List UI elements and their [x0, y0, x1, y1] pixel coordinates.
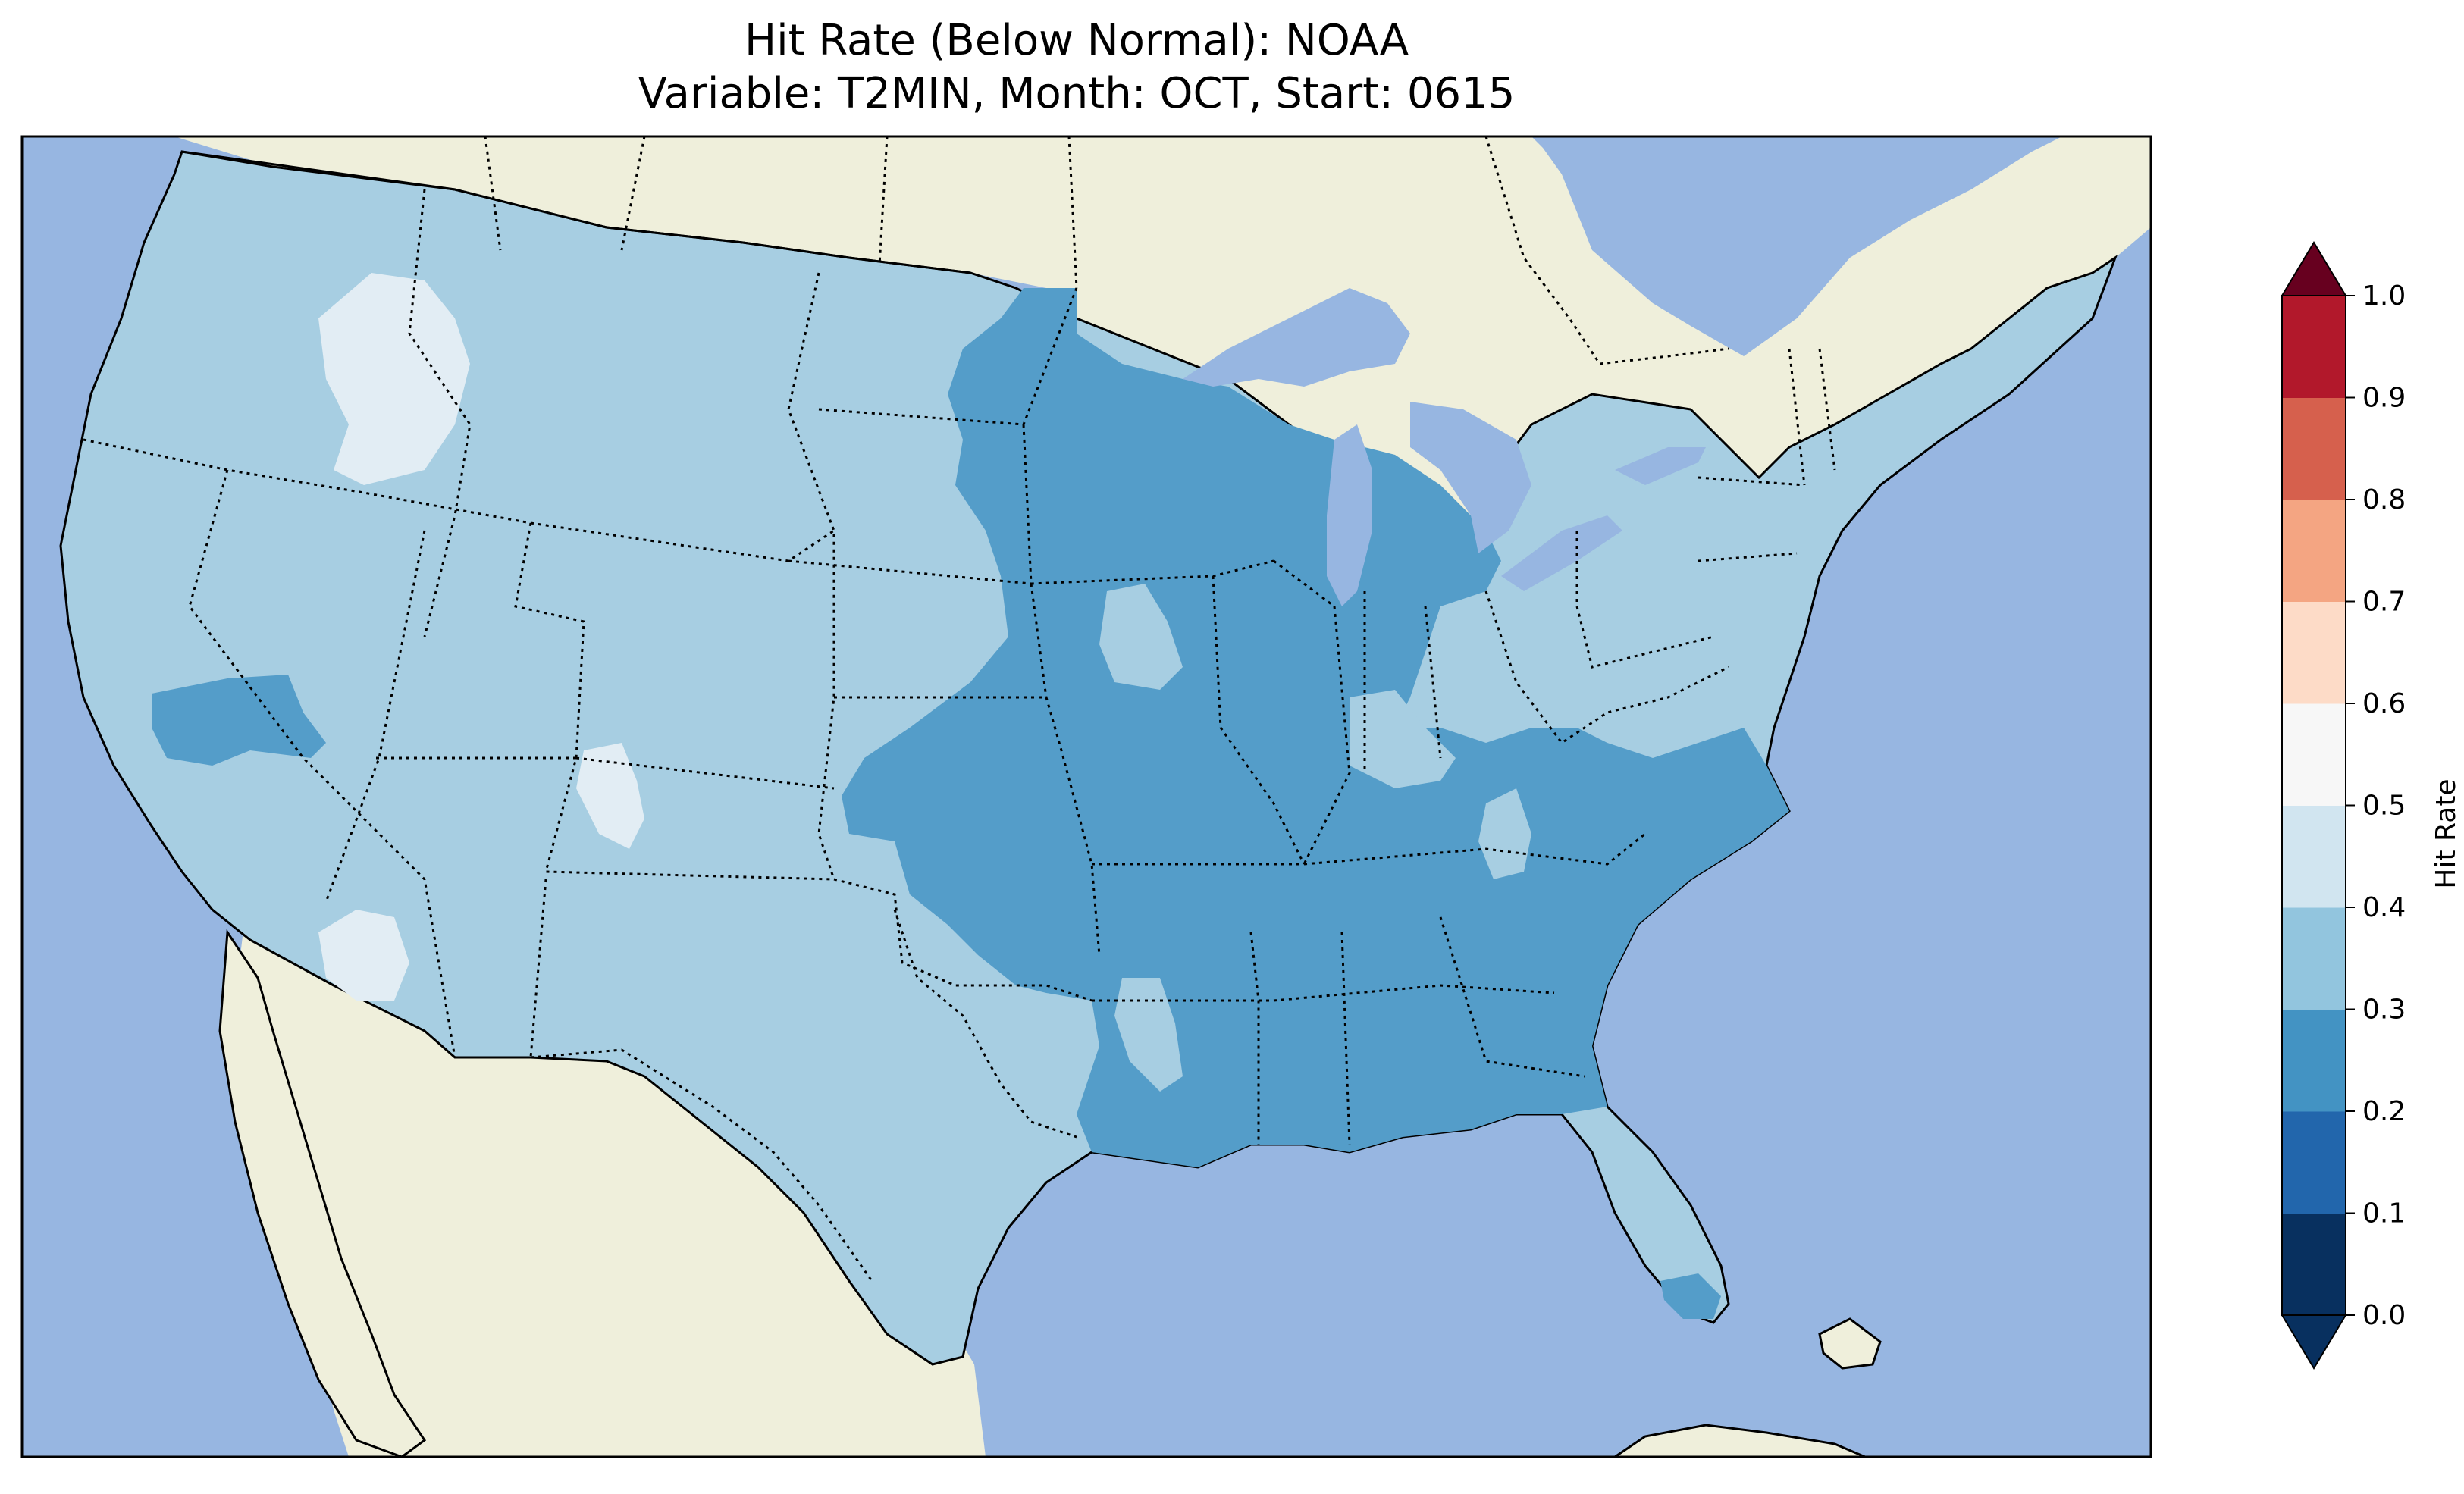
map-frame [20, 135, 2152, 1458]
country-boundaries [455, 909, 1077, 1282]
lake-ontario [1615, 447, 1706, 485]
colorbar-tick-label-0.0: 0.0 [2362, 1300, 2406, 1331]
colorbar-band-0.9-1.0 [2282, 296, 2346, 398]
colorbar-tick-label-0.2: 0.2 [2362, 1096, 2406, 1127]
hit-rate-0.3-0.4-virginia-patch [1478, 788, 1531, 879]
colorbar-tick-label-0.6: 0.6 [2362, 688, 2406, 719]
cuba-land [1818, 1317, 1882, 1370]
colorbar-band-0.4-0.5 [2282, 805, 2346, 908]
colorbar-tick-label-0.5: 0.5 [2362, 791, 2406, 822]
colorbar-band-0.5-0.6 [2282, 703, 2346, 806]
colorbar-band-0.1-0.2 [2282, 1111, 2346, 1214]
colorbar-band-0.7-0.8 [2282, 500, 2346, 602]
hit-rate-0.2-0.3-central [842, 288, 1789, 1167]
colorbar-tick-label-1.0: 1.0 [2362, 280, 2406, 312]
colorbar-extend-max [2281, 241, 2347, 296]
colorbar-tick-label-0.1: 0.1 [2362, 1198, 2406, 1229]
colorbar-label: Hit Rate [2431, 778, 2462, 888]
colorbar-band-0.8-0.9 [2282, 397, 2346, 500]
colorbar-tick-label-0.8: 0.8 [2362, 484, 2406, 515]
colorbar-band-0.6-0.7 [2282, 601, 2346, 704]
lake-superior [1183, 288, 1410, 387]
colorbar-band-0.2-0.3 [2282, 1009, 2346, 1112]
hit-rate-0.3-0.4-ohio-valley-patch [1350, 690, 1456, 788]
colorbar-tick-label-0.7: 0.7 [2362, 587, 2406, 618]
caribbean-land [1613, 1424, 1866, 1457]
state-boundaries [83, 189, 1836, 1145]
map-title-line1: Hit Rate (Below Normal): NOAA [744, 16, 1409, 65]
hit-rate-0.3-0.4-iowa-patch [1099, 584, 1183, 690]
map-title-line2: Variable: T2MIN, Month: OCT, Start: 0615 [638, 69, 1516, 118]
colorbar-tick-label-0.9: 0.9 [2362, 383, 2406, 414]
hit-rate-0.2-0.3-florida [1660, 1273, 1721, 1319]
colorbar-band-0.3-0.4 [2282, 907, 2346, 1010]
colorbar-band-0.0-0.1 [2282, 1213, 2346, 1316]
hit-rate-0.2-0.3-nevada [152, 675, 326, 766]
colorbar-extend-min [2281, 1314, 2347, 1370]
us-canada-border [181, 150, 971, 274]
lake-huron [1410, 402, 1531, 553]
hit-rate-0.4-0.5-idaho [318, 273, 470, 485]
lake-erie [1501, 515, 1622, 591]
baja-peninsula [218, 929, 427, 1457]
mexico-land [235, 936, 986, 1457]
province-boundaries [484, 136, 1729, 365]
lake-michigan [1327, 424, 1372, 606]
hit-rate-0.4-0.5-colorado [576, 743, 644, 849]
canada-land [174, 136, 2151, 576]
colorbar-tick-label-0.3: 0.3 [2362, 994, 2406, 1026]
hit-rate-0.3-0.4-arkansas-patch [1114, 978, 1183, 1092]
colorbar-tick-label-0.4: 0.4 [2362, 892, 2406, 923]
hit-rate-0.4-0.5-california [318, 910, 409, 1001]
